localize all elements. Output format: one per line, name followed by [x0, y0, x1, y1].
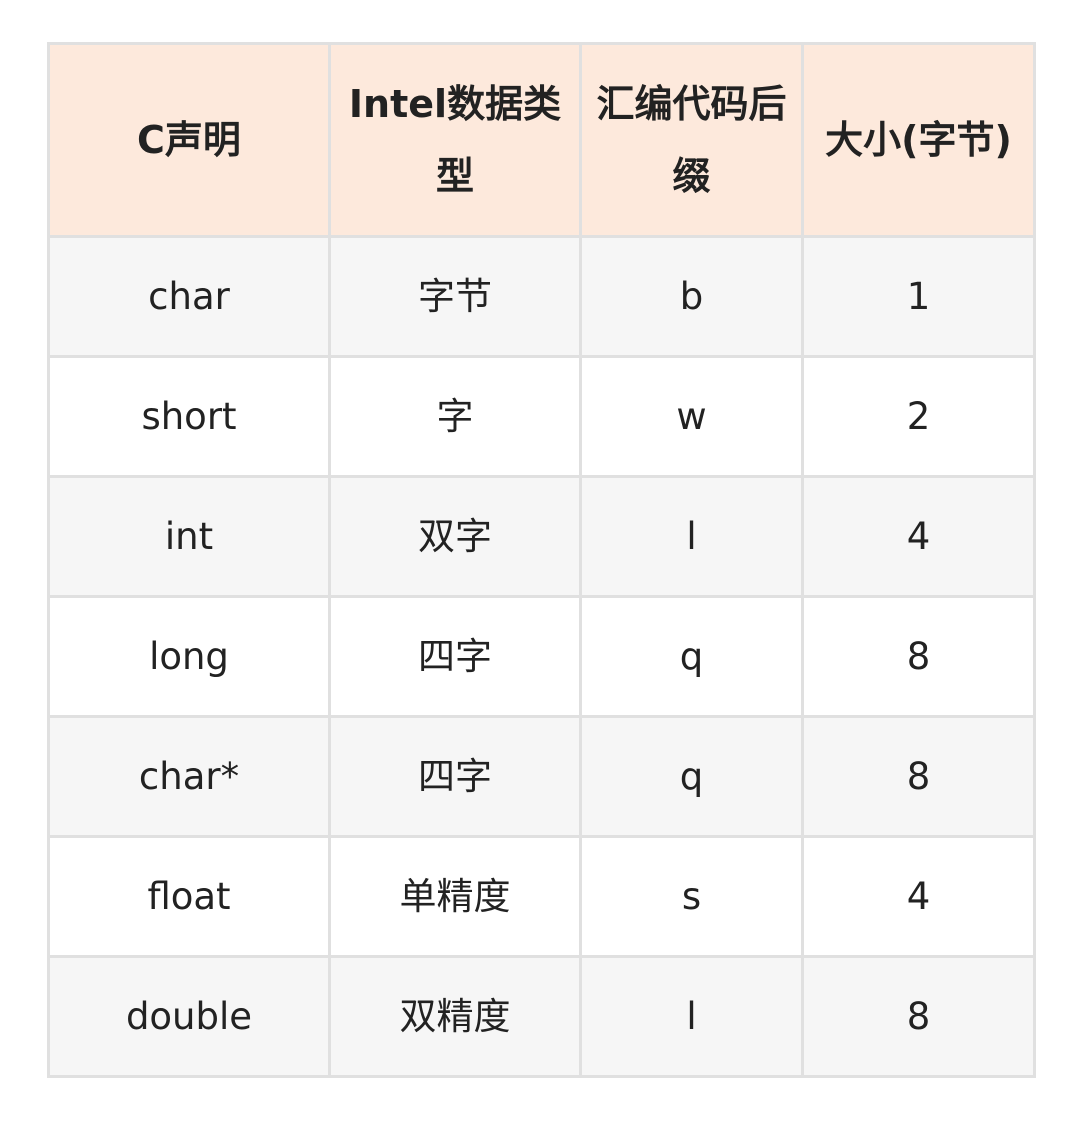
cell-asm-suffix: q	[579, 595, 804, 718]
table-row: float 单精度 s 4	[47, 835, 1036, 958]
cell-asm-suffix: q	[579, 715, 804, 838]
cell-size-bytes: 1	[801, 235, 1036, 358]
cell-asm-suffix: l	[579, 475, 804, 598]
cell-size-bytes: 2	[801, 355, 1036, 478]
cell-c-declaration: long	[47, 595, 331, 718]
cell-size-bytes: 8	[801, 715, 1036, 838]
cell-intel-type: 单精度	[328, 835, 582, 958]
table-row: short 字 w 2	[47, 355, 1036, 478]
cell-intel-type: 双精度	[328, 955, 582, 1078]
table-row: int 双字 l 4	[47, 475, 1036, 598]
table-row: char* 四字 q 8	[47, 715, 1036, 838]
table-row: double 双精度 l 8	[47, 955, 1036, 1078]
header-c-declaration: C声明	[47, 42, 331, 238]
cell-size-bytes: 4	[801, 475, 1036, 598]
header-size-bytes: 大小(字节)	[801, 42, 1036, 238]
cell-c-declaration: int	[47, 475, 331, 598]
header-intel-type: Intel数据类型	[328, 42, 582, 238]
cell-asm-suffix: l	[579, 955, 804, 1078]
cell-size-bytes: 8	[801, 955, 1036, 1078]
table-row: long 四字 q 8	[47, 595, 1036, 718]
cell-intel-type: 四字	[328, 595, 582, 718]
cell-c-declaration: double	[47, 955, 331, 1078]
header-asm-suffix: 汇编代码后缀	[579, 42, 804, 238]
table-row: char 字节 b 1	[47, 235, 1036, 358]
cell-intel-type: 双字	[328, 475, 582, 598]
cell-intel-type: 字节	[328, 235, 582, 358]
cell-intel-type: 字	[328, 355, 582, 478]
data-types-table: C声明 Intel数据类型 汇编代码后缀 大小(字节) char 字节 b 1 shor…	[47, 42, 1036, 1078]
cell-size-bytes: 4	[801, 835, 1036, 958]
cell-asm-suffix: b	[579, 235, 804, 358]
cell-asm-suffix: s	[579, 835, 804, 958]
cell-c-declaration: short	[47, 355, 331, 478]
cell-intel-type: 四字	[328, 715, 582, 838]
cell-size-bytes: 8	[801, 595, 1036, 718]
cell-asm-suffix: w	[579, 355, 804, 478]
header-row: C声明 Intel数据类型 汇编代码后缀 大小(字节)	[47, 42, 1036, 238]
cell-c-declaration: char*	[47, 715, 331, 838]
cell-c-declaration: char	[47, 235, 331, 358]
cell-c-declaration: float	[47, 835, 331, 958]
